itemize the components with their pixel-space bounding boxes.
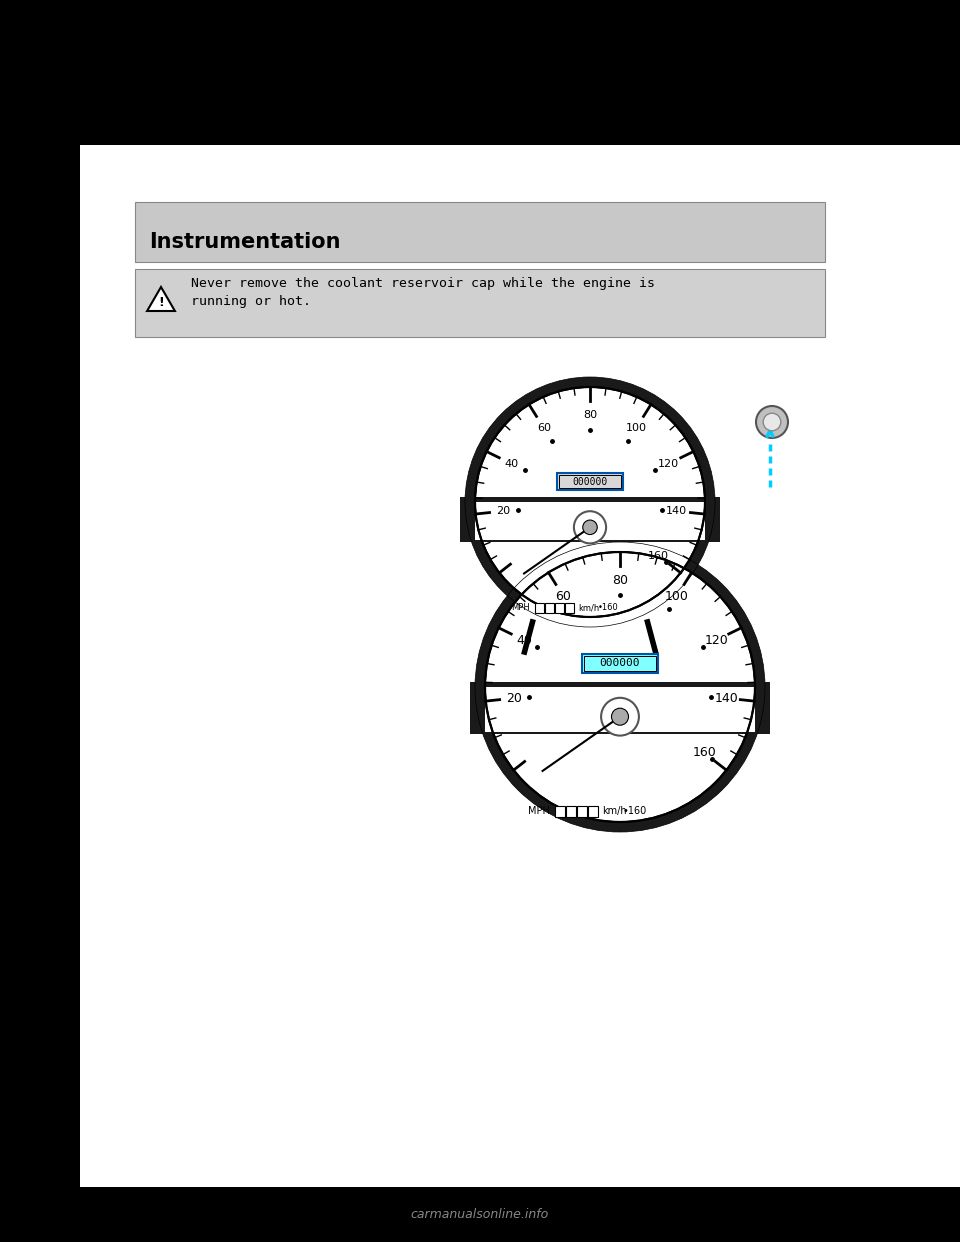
Bar: [485, 687, 755, 733]
Bar: [582, 653, 658, 673]
Text: !: !: [158, 296, 164, 308]
Text: •160: •160: [598, 604, 618, 612]
Text: 40: 40: [505, 458, 518, 469]
Text: 140: 140: [666, 505, 687, 517]
Bar: [559, 476, 621, 488]
Text: MPH: MPH: [512, 604, 530, 612]
Text: Never remove the coolant reservoir cap while the engine is: Never remove the coolant reservoir cap w…: [191, 277, 655, 289]
Text: 80: 80: [583, 410, 597, 420]
Text: 120: 120: [705, 633, 728, 647]
Circle shape: [465, 378, 715, 627]
Text: 160: 160: [648, 550, 669, 560]
Bar: [577, 806, 588, 817]
Bar: [544, 602, 554, 612]
Text: km/h: km/h: [578, 604, 599, 612]
Bar: [535, 602, 543, 612]
Bar: [555, 806, 565, 817]
Circle shape: [475, 388, 705, 617]
Bar: [470, 682, 770, 734]
Text: MPH: MPH: [528, 806, 550, 816]
Text: km/h: km/h: [602, 806, 627, 816]
Bar: [0, 0, 960, 145]
Circle shape: [601, 698, 639, 735]
Bar: [0, 0, 80, 1242]
Text: carmanualsonline.info: carmanualsonline.info: [411, 1207, 549, 1221]
Text: 000000: 000000: [600, 658, 640, 668]
Bar: [135, 202, 825, 262]
Text: 60: 60: [537, 424, 551, 433]
Bar: [584, 656, 656, 671]
Text: •160: •160: [622, 806, 646, 816]
Polygon shape: [147, 287, 175, 310]
Circle shape: [485, 551, 755, 822]
Text: Instrumentation: Instrumentation: [149, 232, 341, 252]
Text: 20: 20: [496, 505, 511, 517]
Text: 000000: 000000: [572, 477, 608, 487]
Text: 60: 60: [556, 590, 571, 602]
Circle shape: [475, 542, 765, 832]
Bar: [475, 502, 705, 540]
Bar: [460, 497, 720, 543]
Bar: [0, 1187, 960, 1242]
Bar: [588, 806, 598, 817]
Text: 160: 160: [692, 746, 716, 759]
Bar: [566, 806, 576, 817]
Text: 80: 80: [612, 574, 628, 586]
Bar: [555, 602, 564, 612]
Text: 140: 140: [714, 692, 738, 704]
Text: 20: 20: [506, 692, 521, 704]
Bar: [557, 473, 623, 491]
Text: 40: 40: [516, 633, 532, 647]
Circle shape: [612, 708, 629, 725]
Circle shape: [583, 520, 597, 534]
Bar: [135, 270, 825, 337]
Text: running or hot.: running or hot.: [191, 294, 311, 308]
Circle shape: [763, 414, 780, 431]
Circle shape: [756, 406, 788, 438]
Circle shape: [574, 512, 606, 544]
Text: 120: 120: [658, 458, 679, 469]
Bar: [564, 602, 574, 612]
Text: 100: 100: [664, 590, 688, 602]
Text: 100: 100: [626, 424, 647, 433]
